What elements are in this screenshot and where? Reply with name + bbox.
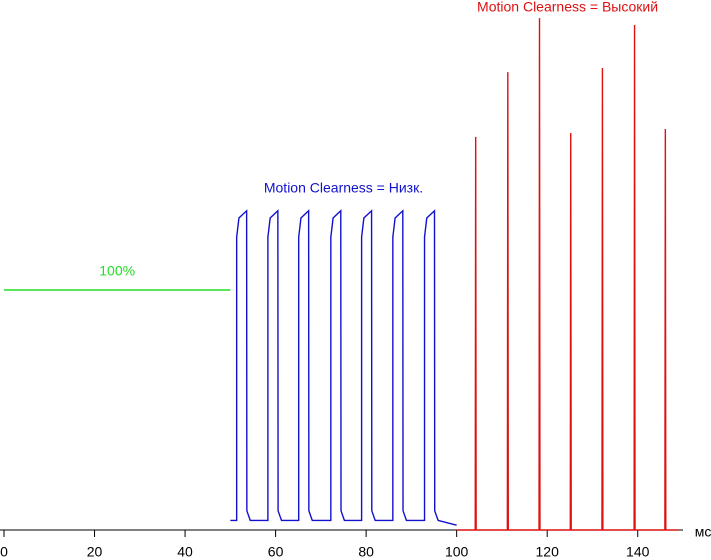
x-tick-label: 40	[177, 544, 193, 560]
x-tick-label: 140	[626, 544, 650, 560]
x-tick-label: 120	[536, 544, 560, 560]
series-line	[456, 18, 679, 531]
series-line	[230, 209, 457, 526]
x-tick-label: 0	[0, 544, 8, 560]
series-label: Motion Clearness = Низк.	[264, 180, 423, 196]
x-tick-label: 20	[87, 544, 103, 560]
series-label: Motion Clearness = Высокий	[477, 0, 658, 15]
x-tick-label: 100	[445, 544, 469, 560]
x-axis-unit: мс	[695, 524, 711, 540]
x-tick-label: 80	[358, 544, 374, 560]
series-label: 100%	[99, 263, 135, 279]
x-tick-label: 60	[268, 544, 284, 560]
